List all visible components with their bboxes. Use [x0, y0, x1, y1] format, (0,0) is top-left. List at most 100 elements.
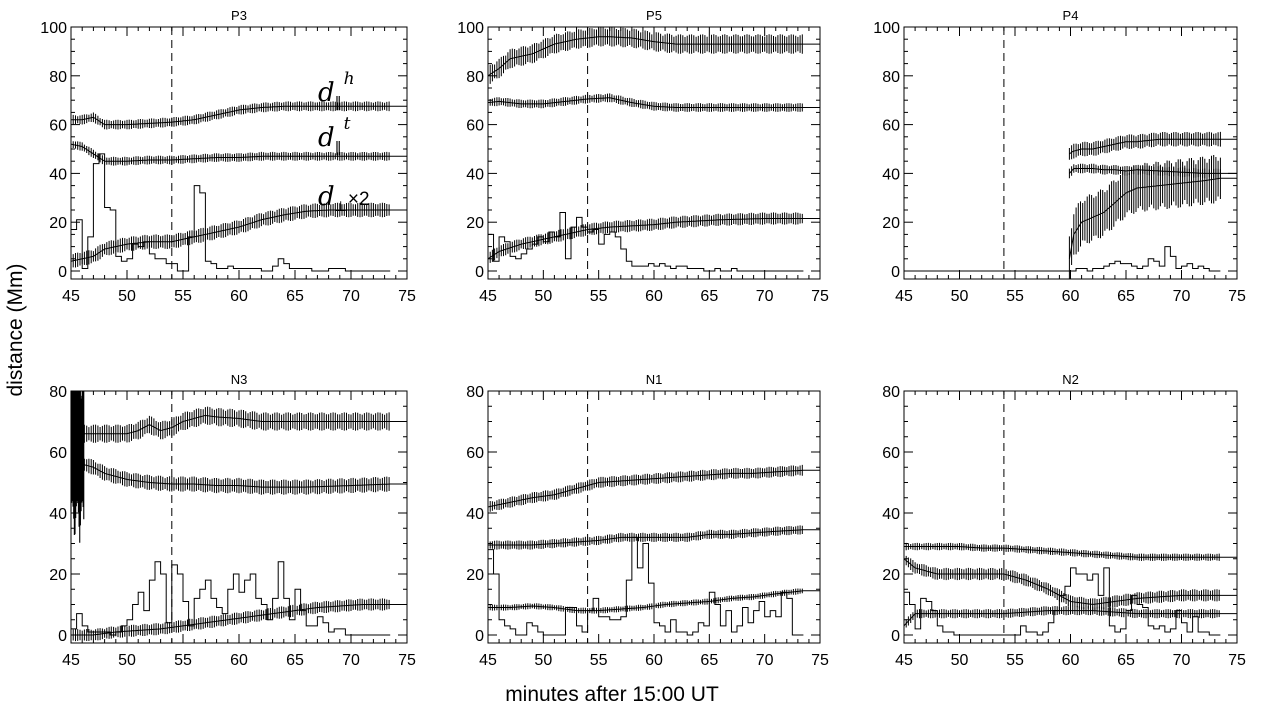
- panels-layer: P3 45 50 55 60 65 70 75 0 20 40 60 80 100 P5 45 50 55 60 65…: [40, 8, 1246, 669]
- y-tick-label: 100: [457, 20, 484, 37]
- x-tick-label: 45: [62, 288, 80, 305]
- x-tick-label: 60: [645, 288, 663, 305]
- series-3: [70, 202, 407, 268]
- x-tick-label: 55: [590, 652, 608, 669]
- x-tick-label: 70: [756, 652, 774, 669]
- error-bars: [70, 202, 390, 268]
- x-tick-label: 50: [534, 652, 552, 669]
- series-1: [1068, 131, 1237, 160]
- error-bars: [70, 598, 390, 642]
- y-tick-label: 40: [49, 166, 67, 183]
- y-tick-label: 60: [882, 118, 900, 135]
- series-3: [487, 212, 820, 264]
- series-3: [487, 588, 820, 614]
- x-tick-label: 60: [1062, 288, 1080, 305]
- histogram-steps: [904, 246, 1221, 272]
- y-tick-label: 40: [49, 506, 67, 523]
- x-tick-label: 75: [1228, 288, 1246, 305]
- x-tick-label: 55: [1006, 652, 1024, 669]
- error-bars: [487, 525, 803, 550]
- x-tick-label: 55: [1006, 288, 1024, 305]
- x-tick-label: 50: [118, 288, 136, 305]
- x-tick-label: 75: [398, 288, 416, 305]
- panel-p5: P5 45 50 55 60 65 70 75 0 20 40 60 80 100: [457, 8, 829, 305]
- panel-title: N2: [1062, 372, 1079, 387]
- x-tick-label: 45: [62, 652, 80, 669]
- x-tick-label: 70: [342, 288, 360, 305]
- y-tick-label: 0: [891, 628, 900, 645]
- error-bars: [70, 101, 390, 130]
- x-tick-label: 75: [811, 288, 829, 305]
- x-tick-label: 60: [230, 652, 248, 669]
- x-tick-label: 70: [756, 288, 774, 305]
- panel-title: N1: [646, 372, 663, 387]
- x-tick-label: 45: [479, 288, 497, 305]
- panel-n2: N2 45 50 55 60 65 70 75 0 20 40 60 80: [882, 372, 1246, 669]
- error-bars: [70, 406, 390, 446]
- error-bars: [487, 588, 803, 614]
- x-tick-label: 70: [1173, 288, 1191, 305]
- x-tick-label: 65: [700, 652, 718, 669]
- x-tick-label: 55: [590, 288, 608, 305]
- y-tick-label: 80: [466, 69, 484, 86]
- oscillation-spike: [70, 391, 85, 543]
- series-line: [70, 209, 407, 262]
- error-bars: [70, 140, 390, 166]
- x-tick-label: 65: [1117, 288, 1135, 305]
- x-tick-label: 65: [286, 288, 304, 305]
- error-bars: [70, 457, 390, 495]
- x-tick-label: 50: [951, 288, 969, 305]
- y-tick-label: 60: [49, 118, 67, 135]
- x-tick-label: 75: [1228, 652, 1246, 669]
- x-tick-label: 60: [645, 652, 663, 669]
- series-2: [903, 553, 1237, 611]
- y-tick-label: 60: [49, 445, 67, 462]
- series-1: [487, 464, 820, 513]
- panel-n1: N1 45 50 55 60 65 70 75 0 20 40 60 80: [466, 372, 829, 669]
- y-axis-title: distance (Mm): [4, 263, 27, 396]
- x-tick-label: 55: [174, 652, 192, 669]
- x-tick-label: 65: [700, 288, 718, 305]
- series-3: [70, 598, 407, 642]
- x-axis-title: minutes after 15:00 UT: [505, 683, 719, 706]
- error-bars: [487, 464, 803, 513]
- x-tick-label: 50: [118, 652, 136, 669]
- histogram-steps: [488, 536, 804, 636]
- x-tick-label: 70: [342, 652, 360, 669]
- error-bars: [487, 93, 803, 112]
- y-tick-label: 80: [882, 69, 900, 86]
- y-tick-label: 100: [40, 20, 67, 37]
- panel-p3: P3 45 50 55 60 65 70 75 0 20 40 60 80 100: [40, 8, 416, 305]
- y-tick-label: 0: [58, 264, 67, 281]
- error-bars: [487, 212, 803, 264]
- error-bars: [487, 27, 803, 86]
- x-tick-label: 45: [895, 288, 913, 305]
- error-bars: [903, 606, 1220, 630]
- series-1: [487, 27, 820, 86]
- y-tick-label: 0: [475, 628, 484, 645]
- error-bars: [903, 553, 1220, 611]
- y-tick-label: 20: [49, 567, 67, 584]
- x-tick-label: 55: [174, 288, 192, 305]
- x-tick-label: 50: [534, 288, 552, 305]
- y-tick-label: 20: [882, 215, 900, 232]
- panel-title: P3: [231, 8, 247, 23]
- annotation-d-parallel-tail: d‖t: [318, 114, 351, 156]
- y-tick-label: 80: [466, 384, 484, 401]
- y-tick-label: 40: [466, 506, 484, 523]
- y-tick-label: 20: [882, 567, 900, 584]
- histogram-steps: [71, 153, 391, 272]
- error-bars: [1068, 131, 1221, 160]
- y-tick-label: 100: [873, 20, 900, 37]
- x-tick-label: 60: [230, 288, 248, 305]
- series-3: [903, 606, 1237, 630]
- y-tick-label: 60: [466, 118, 484, 135]
- histogram-steps: [71, 561, 391, 636]
- x-tick-label: 45: [479, 652, 497, 669]
- x-tick-label: 65: [286, 652, 304, 669]
- x-tick-label: 65: [1117, 652, 1135, 669]
- x-tick-label: 60: [1062, 652, 1080, 669]
- series-2: [70, 457, 407, 495]
- y-tick-label: 0: [58, 628, 67, 645]
